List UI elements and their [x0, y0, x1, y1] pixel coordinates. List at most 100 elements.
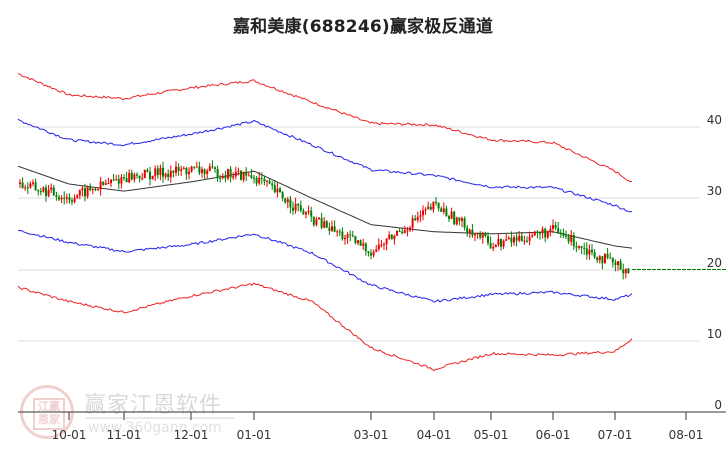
candle [359, 240, 362, 246]
candle [383, 244, 385, 246]
candle [112, 179, 115, 181]
candle [138, 175, 141, 179]
candle [250, 175, 253, 178]
candle [208, 166, 211, 171]
candle [19, 182, 21, 184]
candle [619, 261, 622, 270]
candle [24, 187, 27, 189]
candle [346, 234, 349, 238]
candle [164, 173, 167, 177]
candle [73, 197, 76, 202]
candle [479, 232, 482, 238]
candle [203, 169, 206, 174]
candle [232, 176, 235, 178]
candle [349, 234, 352, 236]
candle [489, 242, 492, 249]
candle [128, 172, 131, 183]
candle [507, 237, 510, 240]
candle [385, 238, 388, 245]
candle [450, 211, 453, 219]
x-tick-label: 12-01 [173, 428, 209, 442]
candle [440, 208, 443, 212]
candle [169, 170, 172, 178]
candle [432, 201, 435, 210]
candle [175, 166, 177, 173]
candle [409, 227, 411, 231]
candle [622, 269, 625, 274]
candle [388, 234, 391, 239]
x-tick-label: 05-01 [473, 428, 509, 442]
candle [258, 177, 261, 184]
candle [588, 249, 591, 255]
candle [214, 167, 216, 170]
candle [437, 202, 440, 209]
candle [362, 243, 365, 246]
candle [71, 200, 73, 202]
candle [377, 244, 380, 250]
candle [549, 228, 552, 232]
candle [45, 187, 47, 196]
candle [396, 231, 398, 236]
candle [133, 174, 136, 180]
candle [305, 212, 307, 215]
candle [614, 262, 617, 266]
y-tick-0: 0 [714, 398, 722, 412]
candle [307, 210, 310, 213]
candle [401, 231, 404, 234]
candle [284, 198, 287, 203]
candle [461, 218, 463, 221]
candle [65, 197, 68, 199]
candle [497, 238, 500, 245]
candle [591, 249, 593, 253]
candle [91, 188, 94, 191]
candle [39, 191, 42, 193]
candle [403, 230, 406, 234]
x-tick-label: 11-01 [106, 428, 142, 442]
candle [268, 180, 271, 184]
candle [442, 208, 445, 212]
candle [492, 247, 495, 249]
candle [541, 228, 544, 234]
candlesticks [19, 160, 630, 280]
candle [562, 232, 565, 236]
candle [146, 169, 149, 172]
candle [572, 235, 575, 247]
candle [429, 206, 432, 210]
candle [435, 201, 437, 203]
candle [292, 207, 294, 211]
candle [104, 183, 107, 185]
candle [357, 240, 359, 244]
candle [229, 169, 232, 178]
candle [601, 256, 604, 264]
candle [263, 178, 266, 182]
candle [320, 217, 323, 228]
candle [580, 246, 583, 248]
candle [578, 246, 580, 248]
candle [81, 188, 84, 191]
candle [531, 235, 534, 237]
candle [180, 169, 183, 171]
candle [86, 187, 89, 197]
candle [474, 234, 476, 236]
candle [422, 210, 424, 216]
candle [294, 203, 297, 211]
candle [505, 239, 508, 241]
candle [255, 177, 258, 184]
y-tick-20: 20 [706, 256, 722, 270]
candle [510, 237, 513, 243]
band-line [17, 73, 633, 183]
candle [390, 234, 393, 240]
candle [494, 244, 497, 248]
candle [331, 226, 333, 231]
candle [344, 237, 346, 240]
candle [611, 258, 614, 263]
candle [375, 249, 378, 252]
x-tick-label: 01-01 [236, 428, 272, 442]
candle [143, 169, 146, 179]
candle [279, 188, 281, 193]
candle [520, 235, 523, 242]
y-tick-40: 40 [706, 113, 722, 127]
candle [513, 237, 515, 243]
candle [123, 177, 125, 179]
y-tick-10: 10 [706, 327, 722, 341]
